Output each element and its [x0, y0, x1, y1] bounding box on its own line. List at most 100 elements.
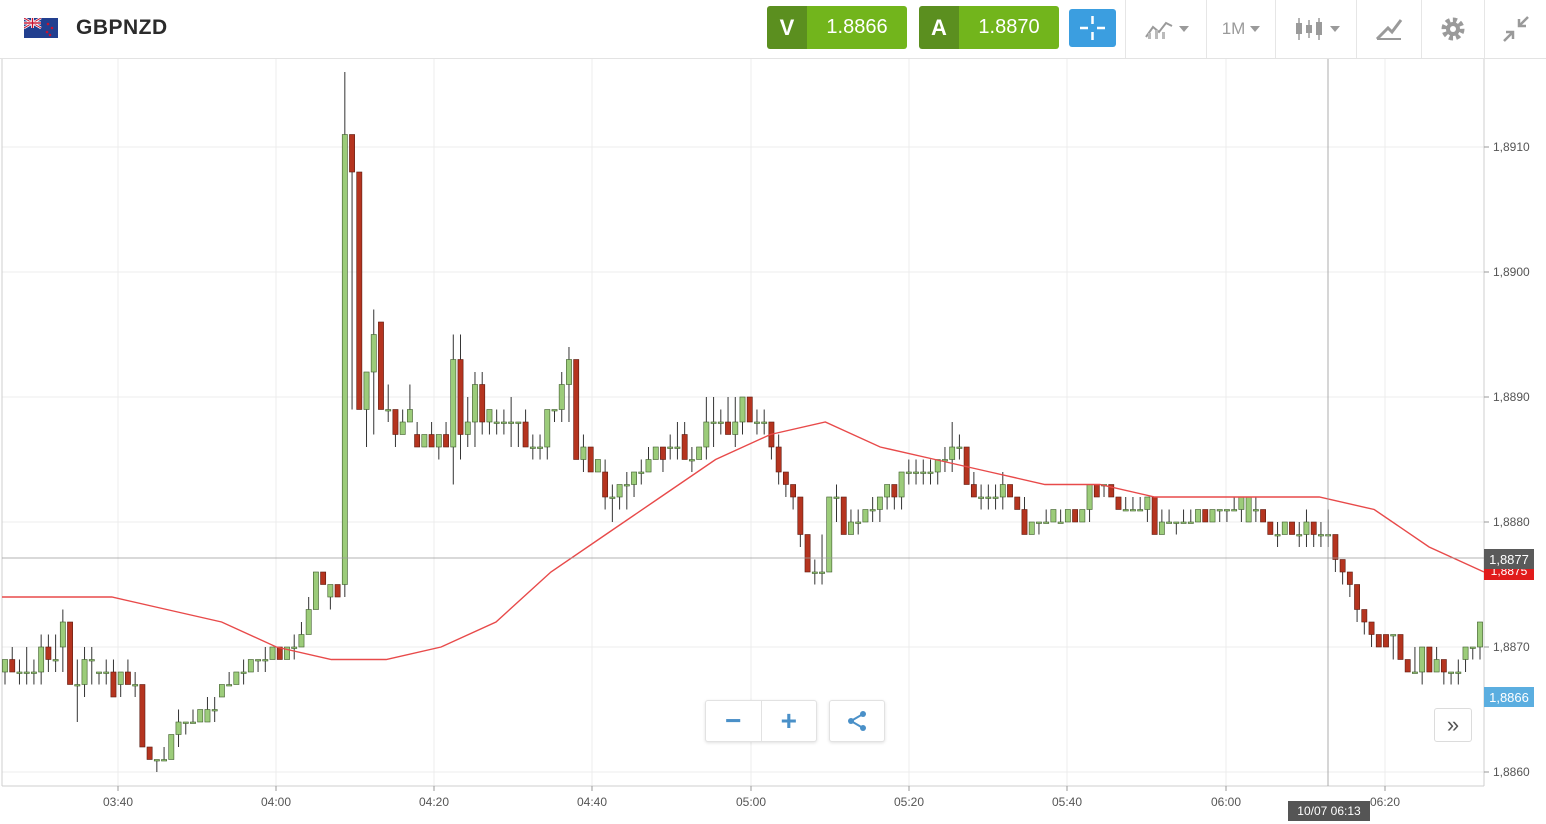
candle [1173, 521, 1180, 535]
candle [435, 434, 442, 460]
crosshair-price-label: 1,8877 [1484, 549, 1534, 569]
candle [1007, 484, 1013, 498]
candle [197, 709, 204, 723]
drawing-button[interactable] [1356, 0, 1421, 58]
candle [356, 171, 363, 410]
candle [1231, 497, 1238, 512]
candle [942, 447, 948, 472]
candle [1448, 671, 1454, 685]
candle [1455, 659, 1462, 685]
candle [717, 409, 724, 435]
candle [1339, 559, 1346, 585]
candle [652, 446, 659, 460]
candle [464, 397, 471, 447]
candle [1122, 497, 1129, 512]
zoom-out-button[interactable]: − [706, 701, 762, 741]
candle [1289, 521, 1295, 535]
candle [1057, 509, 1064, 524]
candle [609, 484, 616, 522]
candle [1014, 496, 1021, 510]
candle [905, 459, 912, 485]
candle [522, 409, 529, 448]
candle [96, 671, 102, 685]
candle [247, 659, 254, 673]
candle [67, 621, 73, 685]
candle [833, 484, 840, 522]
candle [305, 597, 312, 635]
candle [291, 634, 298, 660]
candle [117, 671, 124, 697]
x-tick-label: 06:20 [1370, 795, 1400, 809]
candle [74, 659, 81, 722]
candle [38, 634, 45, 685]
candle [392, 409, 399, 447]
y-tick-label: 1,8880 [1493, 515, 1530, 529]
candle [898, 471, 905, 510]
candle [1238, 496, 1245, 522]
scroll-to-end-button[interactable]: » [1434, 708, 1472, 742]
candle [1375, 634, 1382, 648]
crosshair-icon [1080, 16, 1105, 40]
candle [754, 409, 760, 435]
candle [1079, 509, 1086, 523]
candle [667, 434, 674, 460]
candle [732, 397, 739, 447]
candle [1354, 584, 1360, 622]
candle [638, 459, 645, 485]
candle [1433, 647, 1440, 673]
candle [580, 434, 587, 472]
candle [9, 647, 16, 673]
zoom-in-button[interactable]: + [780, 705, 797, 736]
sell-price: 1.8866 [807, 6, 907, 49]
candle [1397, 634, 1404, 660]
candle [1224, 509, 1230, 522]
candle [414, 422, 421, 448]
candle [1043, 509, 1050, 524]
candle [450, 334, 457, 485]
crosshair-button[interactable] [1069, 9, 1116, 47]
candle [363, 371, 370, 447]
candle [927, 459, 934, 485]
buy-button[interactable]: A 1.8870 [919, 6, 1059, 49]
x-tick-label: 05:40 [1052, 795, 1082, 809]
drawing-icon [1375, 19, 1403, 41]
candle [1469, 646, 1476, 660]
candle [529, 434, 536, 460]
candle [428, 422, 435, 448]
indicators-icon [1144, 21, 1172, 39]
share-button[interactable] [829, 700, 885, 742]
candle [782, 471, 789, 497]
candle [775, 434, 782, 485]
zoom-controls: − + [705, 700, 817, 742]
candle [696, 446, 703, 460]
x-tick-label: 04:00 [261, 795, 291, 809]
candle [855, 509, 862, 535]
candle [211, 697, 218, 722]
timeframe-dropdown[interactable]: 1M [1206, 0, 1275, 58]
candle [132, 672, 139, 697]
sell-button[interactable]: V 1.8866 [767, 6, 907, 49]
candle [2, 659, 8, 685]
candle [508, 397, 515, 447]
y-tick-label: 1,8910 [1493, 140, 1530, 154]
candle [660, 446, 666, 472]
timeframe-label: 1M [1221, 19, 1246, 38]
indicators-button[interactable] [1125, 0, 1206, 58]
candle [59, 609, 66, 672]
collapse-button[interactable] [1484, 0, 1546, 58]
symbol-title: GBPNZD [76, 16, 168, 39]
settings-button[interactable] [1421, 0, 1484, 58]
candle [761, 409, 768, 435]
candle [88, 647, 95, 685]
candle [891, 484, 898, 510]
chart-type-button[interactable] [1275, 0, 1356, 58]
candle [1390, 634, 1397, 660]
candle [255, 659, 261, 672]
candle [204, 697, 211, 723]
candle [153, 759, 160, 772]
candle [1072, 509, 1078, 523]
y-tick-label: 1,8870 [1493, 640, 1530, 654]
candle [110, 659, 117, 698]
candle [1477, 621, 1483, 660]
